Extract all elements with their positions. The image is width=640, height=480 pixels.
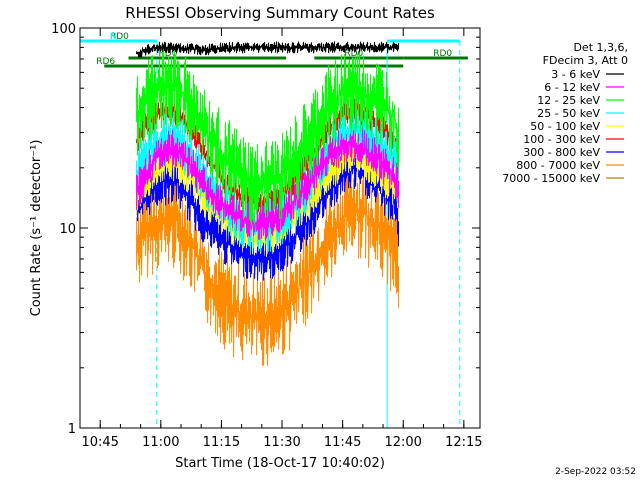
series-line [136, 161, 400, 366]
date-stamp: 2-Sep-2022 03:52 [555, 467, 636, 477]
series-line [136, 41, 400, 58]
annotation-label: RD0 [344, 49, 363, 59]
legend-entry: 300 - 800 keV [523, 146, 600, 159]
annotation-label: RD6 [96, 57, 115, 67]
legend-header: Det 1,3,6, [573, 41, 628, 54]
annotation-label: RD0 [110, 32, 129, 42]
y-axis-label: Count Rate (s⁻¹ detector⁻¹) [29, 140, 44, 317]
legend-entry: 50 - 100 keV [530, 120, 600, 133]
annotation-label: RD0 [433, 49, 452, 59]
y-tick-label: 10 [59, 222, 76, 237]
legend-header: FDecim 3, Att 0 [543, 54, 628, 67]
x-axis-label: Start Time (18-Oct-17 10:40:02) [175, 456, 385, 471]
legend-entry: 6 - 12 keV [544, 81, 600, 94]
legend-entry: 25 - 50 keV [537, 107, 600, 120]
x-tick-label: 12:15 [445, 435, 482, 450]
legend-entry: 7000 - 15000 keV [502, 172, 600, 185]
y-tick-label: 100 [51, 22, 76, 37]
legend-entry: 3 - 6 keV [551, 68, 600, 81]
x-tick-label: 11:45 [324, 435, 361, 450]
series-line [136, 42, 400, 226]
legend-entry: 800 - 7000 keV [516, 159, 600, 172]
x-tick-label: 10:45 [81, 435, 118, 450]
axis-layer: 10:45 11:00 11:15 11:30 11:45 12:00 12:15 1 10 10… [51, 22, 482, 450]
y-tick-label: 1 [68, 422, 76, 437]
x-tick-label: 11:15 [203, 435, 240, 450]
series-layer [136, 41, 400, 366]
legend-entry: 100 - 300 keV [523, 133, 600, 146]
annotation-label: RD0 [158, 49, 177, 59]
annotation-label: N [110, 32, 117, 42]
legend-entry: 12 - 25 keV [537, 94, 600, 107]
series-line [136, 128, 400, 241]
chart-title: RHESSI Observing Summary Count Rates [125, 4, 435, 22]
x-tick-label: 12:00 [384, 435, 421, 450]
x-tick-label: 11:00 [142, 435, 179, 450]
x-tick-label: 11:30 [263, 435, 300, 450]
